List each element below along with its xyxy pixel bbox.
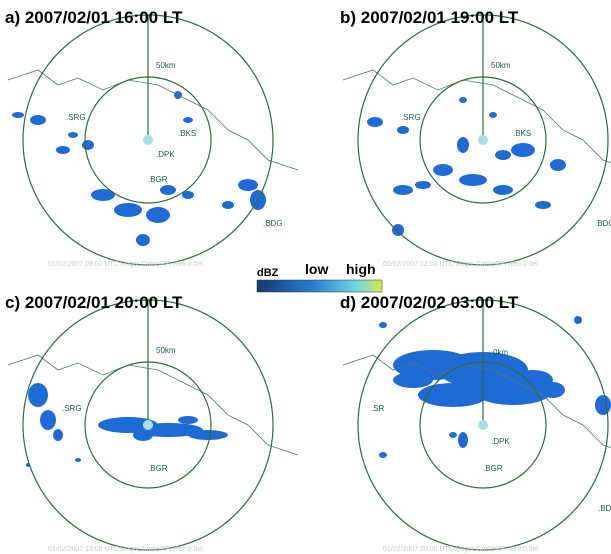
echo [136, 234, 150, 246]
panel-title: c) 2007/02/01 20:00 LT [5, 293, 183, 312]
panel-footer: 01/02/2007 12:00 UTC Bogor CompPPI Refl … [383, 261, 538, 268]
radar-panel: c) 2007/02/01 20:00 LT 50km .SRG .BGR 01/02/… [5, 293, 298, 553]
echo [114, 203, 142, 217]
echo [68, 132, 78, 138]
echo [30, 115, 46, 125]
coastline [343, 70, 611, 170]
station-label: 0km [493, 348, 508, 357]
colorbar [257, 280, 382, 292]
station-label: .BGR [148, 175, 168, 184]
echo [489, 112, 497, 118]
station-label: .DPK [491, 437, 510, 446]
echo [449, 432, 457, 438]
echo [495, 150, 511, 160]
echo [511, 143, 535, 157]
echo [28, 383, 48, 407]
colorbar-high: high [346, 261, 376, 277]
echo [574, 316, 582, 324]
echo [550, 159, 566, 171]
station-label: .BGR [483, 464, 503, 473]
echo [393, 185, 413, 195]
panel-title: b) 2007/02/01 19:00 LT [340, 8, 519, 27]
echo [459, 97, 467, 103]
echo [178, 416, 198, 424]
panel-footer: 01/02/2007 13:00 UTC Bogor CompPPI Refl … [48, 546, 203, 553]
echo [379, 452, 387, 458]
station-label: .SRG [401, 113, 421, 122]
echo [393, 372, 433, 388]
panel-title: a) 2007/02/01 16:00 LT [5, 8, 183, 27]
echo [535, 201, 551, 209]
coastline [8, 355, 298, 455]
station-label: .SRG [66, 113, 86, 122]
echo [459, 174, 487, 186]
echo [183, 117, 193, 123]
echo [458, 432, 468, 448]
echo [367, 117, 383, 127]
station-label: .BDG [595, 219, 611, 228]
page: dBZ low high a) 2007/02/01 16:00 LT 50km.… [0, 0, 611, 554]
radar-site [143, 420, 153, 430]
radar-panel: d) 2007/02/02 03:00 LT .SR 0km .DPK .BGR .BDG… [340, 293, 611, 553]
station-label: .BDG [598, 504, 611, 513]
echo [433, 164, 453, 176]
echo [12, 112, 24, 118]
echo [40, 410, 56, 430]
radar-panel: b) 2007/02/01 19:00 LT 50km .SRG .BKS .BDG 01… [340, 8, 611, 268]
echo [238, 179, 258, 191]
echo [222, 201, 234, 209]
station-label: 50km [156, 61, 176, 70]
coastline [8, 70, 298, 170]
radar-site [478, 420, 488, 430]
echo [397, 126, 409, 134]
panel-title: d) 2007/02/02 03:00 LT [340, 293, 519, 312]
echo [392, 224, 404, 236]
echo [595, 395, 611, 415]
radar-site [478, 135, 488, 145]
station-label: .SRG [62, 404, 82, 413]
echo [56, 146, 70, 154]
echo [415, 181, 431, 189]
figure: dBZ low high a) 2007/02/01 16:00 LT 50km.… [0, 0, 611, 554]
echo [82, 140, 94, 150]
station-label: .SR [371, 404, 385, 413]
echo [457, 137, 469, 153]
panel-footer: 01/02/2007 20:00 UTC Bogor CompPPI Refl … [383, 546, 538, 553]
station-label: 50km [156, 346, 176, 355]
echo [160, 185, 176, 195]
station-label: .BKS [178, 129, 196, 138]
echo [188, 430, 228, 440]
colorbar-low: low [305, 261, 328, 277]
echo [493, 185, 513, 195]
echo [75, 458, 81, 462]
radar-panel: a) 2007/02/01 16:00 LT 50km .SRG .BKS .DPK .B… [5, 8, 298, 268]
station-label: .BKS [513, 129, 531, 138]
colorbar-unit: dBZ [257, 267, 279, 279]
radar-site [143, 135, 153, 145]
echo [133, 429, 153, 441]
station-label: 50km [491, 61, 511, 70]
echo [541, 382, 565, 398]
echo [379, 322, 387, 328]
station-label: .DPK [156, 150, 175, 159]
echo [418, 383, 488, 407]
station-label: .BGR [148, 464, 168, 473]
echo [53, 429, 63, 441]
panel-footer: 01/02/2007 09:00 UTC Bogor CompPPI Refl … [48, 261, 203, 268]
station-label: .BDG [263, 219, 283, 228]
echo [146, 207, 170, 223]
